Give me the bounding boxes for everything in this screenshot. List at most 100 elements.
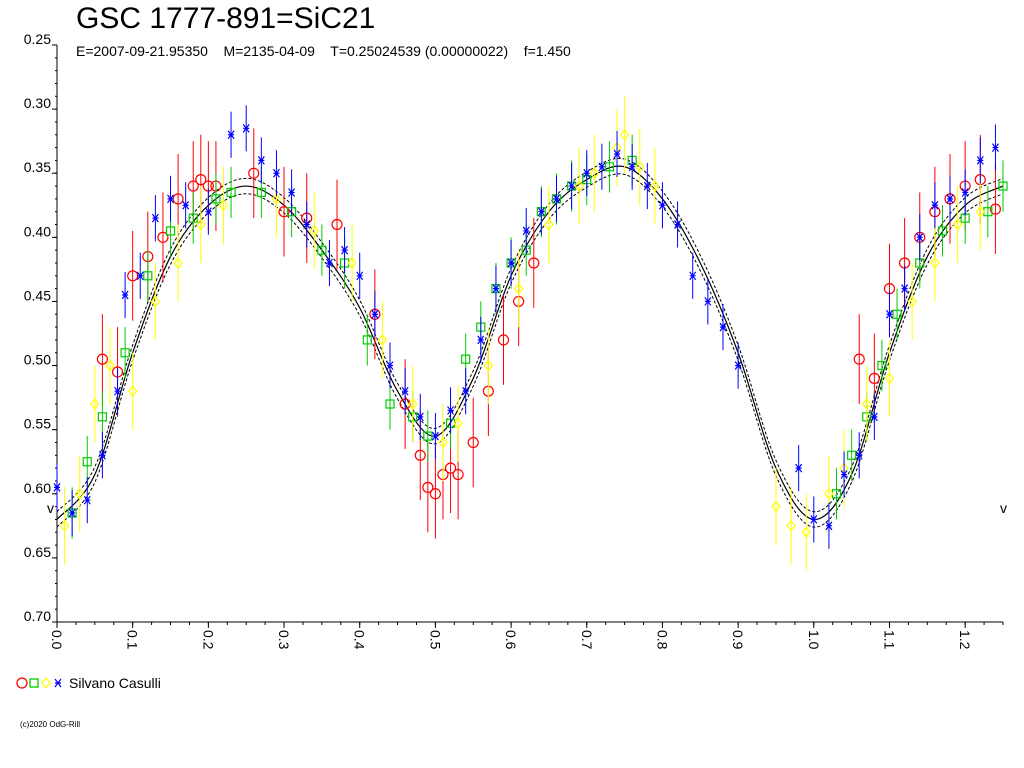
- data-point: [407, 398, 418, 410]
- data-point: [598, 162, 606, 172]
- data-point: [303, 220, 311, 229]
- data-point: [553, 194, 560, 204]
- data-point: [97, 412, 108, 422]
- data-point: [331, 218, 343, 231]
- data-point: [870, 412, 878, 422]
- data-point: [497, 334, 510, 346]
- data-point: [173, 257, 183, 269]
- data-point: [892, 309, 902, 319]
- data-point: [431, 431, 439, 441]
- data-point: [507, 258, 515, 268]
- chart-title: GSC 1777-891=SiC21: [76, 2, 376, 35]
- data-point: [182, 200, 190, 210]
- y-tick-label: 0.65: [24, 544, 51, 560]
- y-tick-label: 0.55: [24, 416, 51, 432]
- chart-subtitle: E=2007-09-21.95350 M=2135-04-09 T=0.2502…: [76, 43, 571, 59]
- data-point: [196, 218, 206, 231]
- legend-observer-label: Silvano Casulli: [69, 675, 161, 691]
- data-point: [461, 354, 471, 364]
- data-point: [127, 385, 138, 398]
- y-tick-label: 0.40: [24, 223, 51, 239]
- data-point: [825, 521, 833, 531]
- data-point: [438, 436, 448, 449]
- data-point: [242, 123, 250, 133]
- x-tick-label: 0.4: [352, 630, 368, 650]
- y-tick-label: 0.30: [24, 95, 51, 111]
- x-tick-label: 0.5: [427, 630, 443, 650]
- data-point: [278, 206, 290, 218]
- y-tick-label: 0.70: [24, 608, 51, 624]
- legend-marker-yellow: [41, 676, 51, 690]
- x-tick-label: 0.6: [503, 630, 519, 650]
- data-point: [150, 295, 161, 308]
- data-point: [444, 462, 457, 474]
- data-point: [628, 162, 636, 172]
- data-point: [513, 282, 524, 295]
- data-point: [952, 218, 963, 231]
- data-point: [574, 180, 584, 193]
- data-point: [467, 436, 479, 449]
- data-point: [248, 167, 260, 179]
- data-point: [704, 297, 712, 306]
- period-marker-left: v: [47, 500, 54, 516]
- data-point: [976, 156, 984, 165]
- data-point: [528, 257, 540, 269]
- data-point: [90, 398, 100, 410]
- data-point: [53, 483, 61, 492]
- x-tick-label: 1.1: [881, 630, 897, 650]
- data-point: [271, 192, 282, 205]
- legend-markers: [16, 676, 62, 690]
- data-point: [74, 487, 85, 500]
- data-point: [423, 431, 433, 441]
- data-point: [634, 160, 645, 173]
- data-point: [674, 220, 682, 229]
- data-point: [658, 200, 666, 210]
- data-point: [824, 487, 834, 500]
- data-point: [143, 271, 153, 281]
- x-tick-label: 0.1: [125, 630, 141, 650]
- data-point: [120, 348, 130, 358]
- x-tick-label: 0.2: [200, 630, 216, 650]
- x-tick-label: 1.0: [806, 630, 822, 650]
- data-point: [377, 333, 388, 346]
- data-point: [877, 360, 887, 371]
- data-point: [401, 386, 409, 396]
- data-point: [211, 194, 221, 204]
- data-point: [477, 335, 485, 345]
- data-point: [136, 271, 144, 281]
- data-point: [853, 353, 865, 365]
- data-point: [187, 180, 199, 192]
- data-point: [544, 218, 554, 231]
- data-point: [537, 207, 545, 217]
- data-point: [325, 258, 333, 268]
- y-tick-label: 0.35: [24, 159, 51, 175]
- data-point: [447, 406, 455, 415]
- x-tick-label: 0.9: [730, 630, 746, 650]
- data-point: [157, 231, 169, 243]
- data-point: [257, 156, 265, 165]
- data-point: [886, 309, 893, 319]
- data-point: [583, 168, 591, 178]
- data-point: [604, 162, 615, 172]
- data-point: [195, 174, 207, 186]
- data-point: [429, 488, 441, 500]
- data-point: [96, 353, 109, 365]
- data-point: [317, 245, 327, 255]
- data-point: [356, 271, 364, 281]
- data-point: [522, 226, 530, 236]
- data-point: [226, 187, 236, 198]
- data-point: [946, 194, 954, 204]
- data-point: [795, 463, 803, 473]
- data-point: [907, 295, 917, 308]
- legend-marker-green: [29, 678, 39, 688]
- data-point: [385, 399, 395, 409]
- data-point: [272, 168, 280, 178]
- legend-marker-blue: [54, 678, 62, 688]
- data-point: [937, 226, 948, 236]
- data-point: [568, 181, 576, 191]
- x-tick-label: 0.7: [579, 630, 595, 650]
- data-point: [462, 386, 470, 396]
- data-point: [204, 207, 212, 217]
- period-marker-right: v: [1000, 500, 1007, 516]
- data-point: [288, 188, 296, 197]
